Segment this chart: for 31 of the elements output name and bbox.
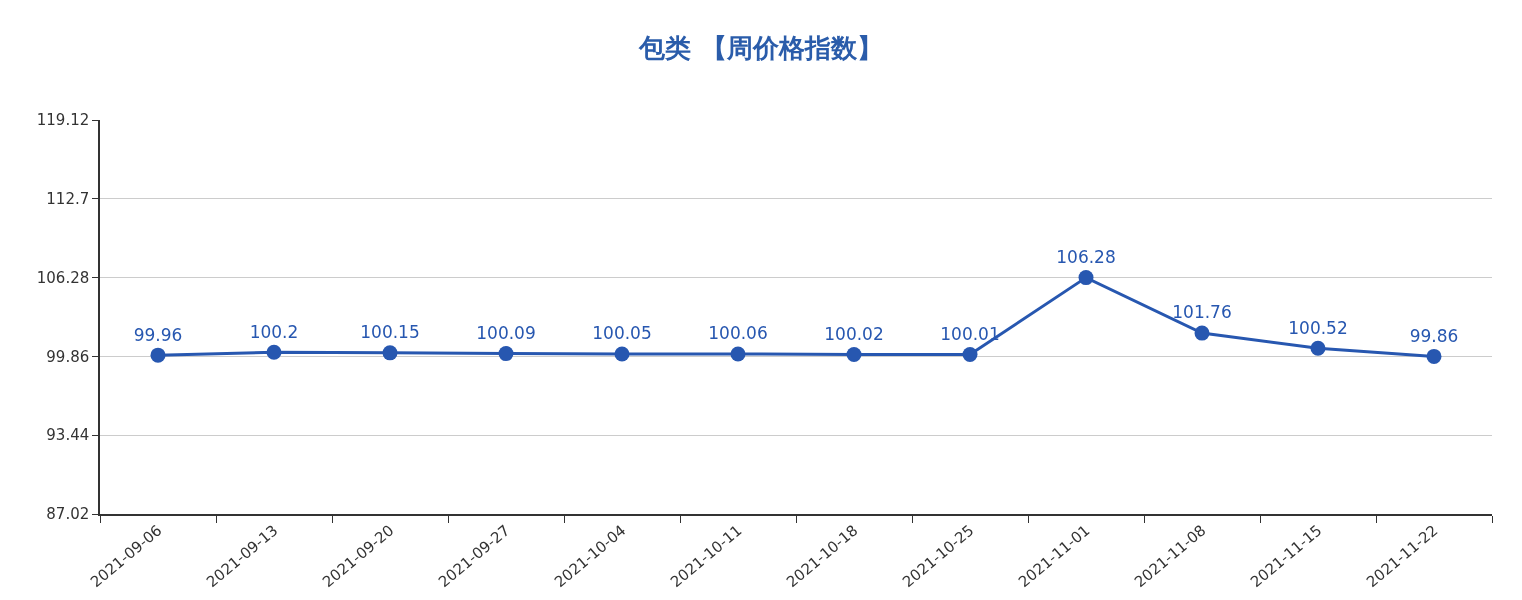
point — [614, 346, 630, 362]
point — [498, 346, 514, 362]
data-label: 100.02 — [824, 323, 884, 344]
point — [846, 346, 862, 362]
point — [1426, 348, 1442, 364]
point — [730, 346, 746, 362]
point — [266, 344, 282, 360]
data-label: 100.05 — [592, 323, 652, 344]
data-label: 100.01 — [940, 323, 1000, 344]
chart-title: 包类 【周价格指数】 — [638, 33, 883, 64]
data-label: 101.76 — [1172, 302, 1232, 323]
data-label: 99.86 — [1409, 325, 1459, 346]
y-tick-label: 87.02 — [46, 505, 90, 524]
data-label: 100.2 — [249, 321, 299, 342]
y-tick-label: 119.12 — [36, 111, 90, 130]
point — [962, 347, 978, 363]
y-tick-label: 112.7 — [46, 190, 90, 209]
data-label: 100.09 — [476, 322, 536, 343]
y-tick-label: 106.28 — [36, 268, 90, 287]
point — [1310, 340, 1326, 356]
y-tick-label: 93.44 — [46, 426, 90, 445]
point — [1194, 325, 1210, 341]
data-label: 99.96 — [133, 324, 183, 345]
data-label: 100.06 — [708, 323, 768, 344]
y-tick-label: 99.86 — [46, 347, 90, 366]
point — [382, 345, 398, 361]
point — [150, 347, 166, 363]
data-label: 100.52 — [1288, 317, 1348, 338]
point — [1078, 270, 1094, 286]
data-label: 100.15 — [360, 322, 420, 343]
data-label: 106.28 — [1056, 246, 1116, 267]
